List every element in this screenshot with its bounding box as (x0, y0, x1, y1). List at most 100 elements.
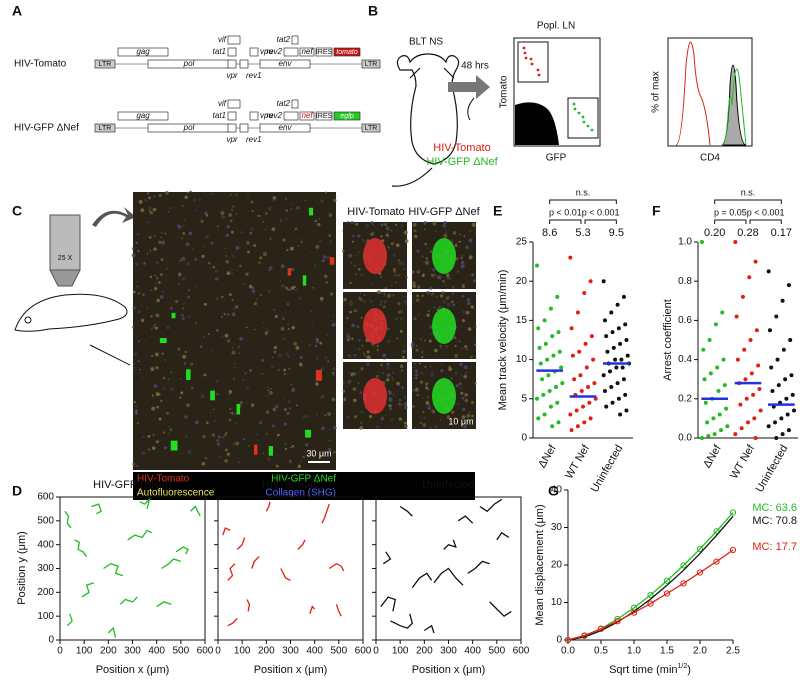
speckle (349, 299, 353, 304)
speckle (459, 362, 463, 367)
speckle (212, 265, 216, 269)
speckle (184, 350, 187, 353)
speckle (284, 442, 288, 446)
gene-label: tat2 (277, 99, 291, 108)
speckle (147, 221, 150, 224)
gene-label: IRES (316, 113, 333, 120)
speckle (379, 303, 382, 306)
cell (432, 308, 456, 344)
speckle (398, 399, 402, 402)
speckle (170, 278, 173, 280)
speckle (386, 373, 391, 378)
speckle (148, 236, 152, 239)
x-tick-label: 300 (282, 646, 299, 657)
point (570, 353, 575, 358)
speckle (177, 283, 180, 286)
speckle (460, 254, 464, 258)
speckle (429, 286, 433, 290)
point (780, 298, 785, 303)
speckle (137, 340, 140, 343)
speckle (155, 392, 160, 396)
speckle (212, 408, 215, 411)
speckle (147, 434, 151, 438)
track (265, 501, 271, 512)
gene-box (299, 47, 315, 57)
speckle (137, 291, 141, 295)
flow-dot (524, 56, 528, 60)
speckle (141, 451, 146, 456)
point (535, 396, 539, 401)
speckle (195, 362, 197, 364)
bracket (714, 219, 747, 224)
flow-dot (537, 73, 541, 77)
flow-dot (590, 128, 594, 132)
speckle (419, 416, 422, 419)
speckle (417, 295, 420, 299)
y-tick-label: 600 (37, 492, 54, 503)
speckle (403, 300, 407, 304)
point (582, 420, 587, 425)
speckle (257, 341, 259, 343)
point (784, 396, 789, 401)
point (601, 373, 606, 378)
point (754, 328, 759, 333)
speckle (224, 459, 228, 463)
speckle (314, 264, 316, 267)
speckle (302, 414, 307, 419)
speckle (387, 246, 391, 250)
speckle (468, 238, 473, 243)
point (575, 310, 580, 315)
speckle (250, 200, 254, 204)
speckle (366, 355, 371, 360)
speckle (199, 198, 201, 201)
speckle (400, 224, 404, 228)
point (779, 416, 784, 421)
speckle (228, 213, 232, 217)
speckle (474, 232, 477, 234)
y-tick-label: 100 (37, 611, 54, 622)
speckle (132, 307, 135, 310)
speckle (301, 241, 304, 244)
speckle (327, 412, 331, 416)
speckle (330, 292, 334, 296)
marker (729, 509, 737, 516)
speckle (188, 288, 191, 292)
speckle (415, 376, 418, 379)
speckle (466, 297, 471, 302)
speckle (333, 374, 335, 376)
speckle (278, 353, 282, 358)
point (783, 377, 788, 382)
speckle (202, 435, 206, 439)
speckle (151, 354, 154, 357)
speckle (247, 250, 251, 254)
point (560, 381, 565, 386)
point (540, 377, 545, 382)
injected-label: HIV-GFP ΔNef (426, 156, 498, 168)
speckle (429, 365, 432, 368)
speckle (404, 424, 408, 429)
speckle (235, 246, 240, 250)
point (611, 345, 616, 350)
gene-box (94, 59, 116, 69)
speckle (419, 380, 424, 384)
speckle (194, 286, 197, 289)
speckle (152, 433, 155, 436)
panel-label: G (548, 483, 559, 499)
speckle (395, 243, 400, 248)
track (297, 539, 306, 550)
speckle (321, 258, 325, 263)
y-tick-label: 0 (556, 635, 562, 646)
speckle (404, 239, 409, 244)
speckle (227, 454, 230, 457)
panel-label: A (12, 3, 22, 19)
flow-dot (572, 102, 576, 106)
speckle (350, 221, 354, 224)
point (557, 349, 562, 354)
speckle (286, 302, 290, 306)
cell (171, 312, 176, 319)
speckle (470, 400, 475, 405)
x-axis-label-part: 1/2 (678, 663, 688, 670)
gene-label: tat1 (213, 47, 226, 56)
speckle (425, 400, 430, 405)
speckle (270, 387, 272, 390)
